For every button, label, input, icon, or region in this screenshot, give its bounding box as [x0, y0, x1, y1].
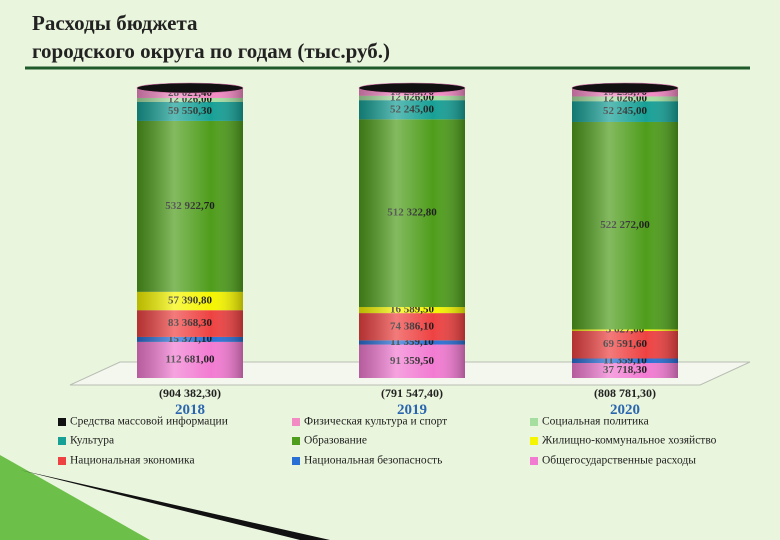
value-label: 69 591,60	[603, 338, 648, 350]
cylinder-top	[571, 82, 679, 94]
total-label: (808 781,30)	[594, 386, 656, 400]
legend-swatch	[530, 437, 538, 445]
x-tick-label: 2020	[610, 402, 640, 418]
value-label: 57 390,80	[168, 295, 213, 307]
value-label: 112 681,00	[166, 353, 215, 365]
decor	[0, 455, 150, 540]
decor	[20, 470, 330, 540]
legend-label: Физическая культура и спорт	[304, 416, 447, 428]
total-label: (791 547,40)	[381, 386, 443, 400]
legend-label: Социальная политика	[542, 416, 649, 428]
legend-swatch	[292, 457, 300, 465]
legend-swatch	[58, 457, 66, 465]
legend-swatch	[530, 418, 538, 426]
legend-swatch	[530, 457, 538, 465]
legend-swatch	[58, 418, 66, 426]
legend-swatch	[292, 418, 300, 426]
title-line: городского округа по годам (тыс.руб.)	[32, 39, 390, 63]
value-label: 52 245,00	[603, 105, 648, 117]
x-tick-label: 2018	[175, 402, 205, 418]
x-tick-label: 2019	[397, 402, 427, 418]
value-label: 74 386,10	[390, 320, 435, 332]
value-label: 52 245,00	[390, 103, 435, 115]
value-label: 512 322,80	[387, 207, 437, 219]
cylinder-top	[136, 82, 244, 94]
legend-label: Средства массовой информации	[70, 416, 228, 428]
legend-swatch	[292, 437, 300, 445]
value-label: 522 272,00	[600, 219, 650, 231]
value-label: 91 359,50	[390, 355, 435, 367]
legend-label: Жилищно-коммунальное хозяйство	[542, 435, 717, 447]
cylinder-top	[358, 82, 466, 94]
value-label: 59 550,30	[168, 105, 213, 117]
legend-swatch	[58, 437, 66, 445]
value-label: 532 922,70	[165, 200, 215, 212]
legend-label: Общегосударственные расходы	[542, 455, 696, 467]
legend-label: Национальная безопасность	[304, 455, 442, 467]
title-line: Расходы бюджета	[32, 11, 198, 35]
legend-label: Культура	[70, 435, 114, 447]
value-label: 83 368,30	[168, 317, 213, 329]
legend-label: Образование	[304, 435, 367, 447]
total-label: (904 382,30)	[159, 386, 221, 400]
legend-label: Национальная экономика	[70, 455, 195, 467]
